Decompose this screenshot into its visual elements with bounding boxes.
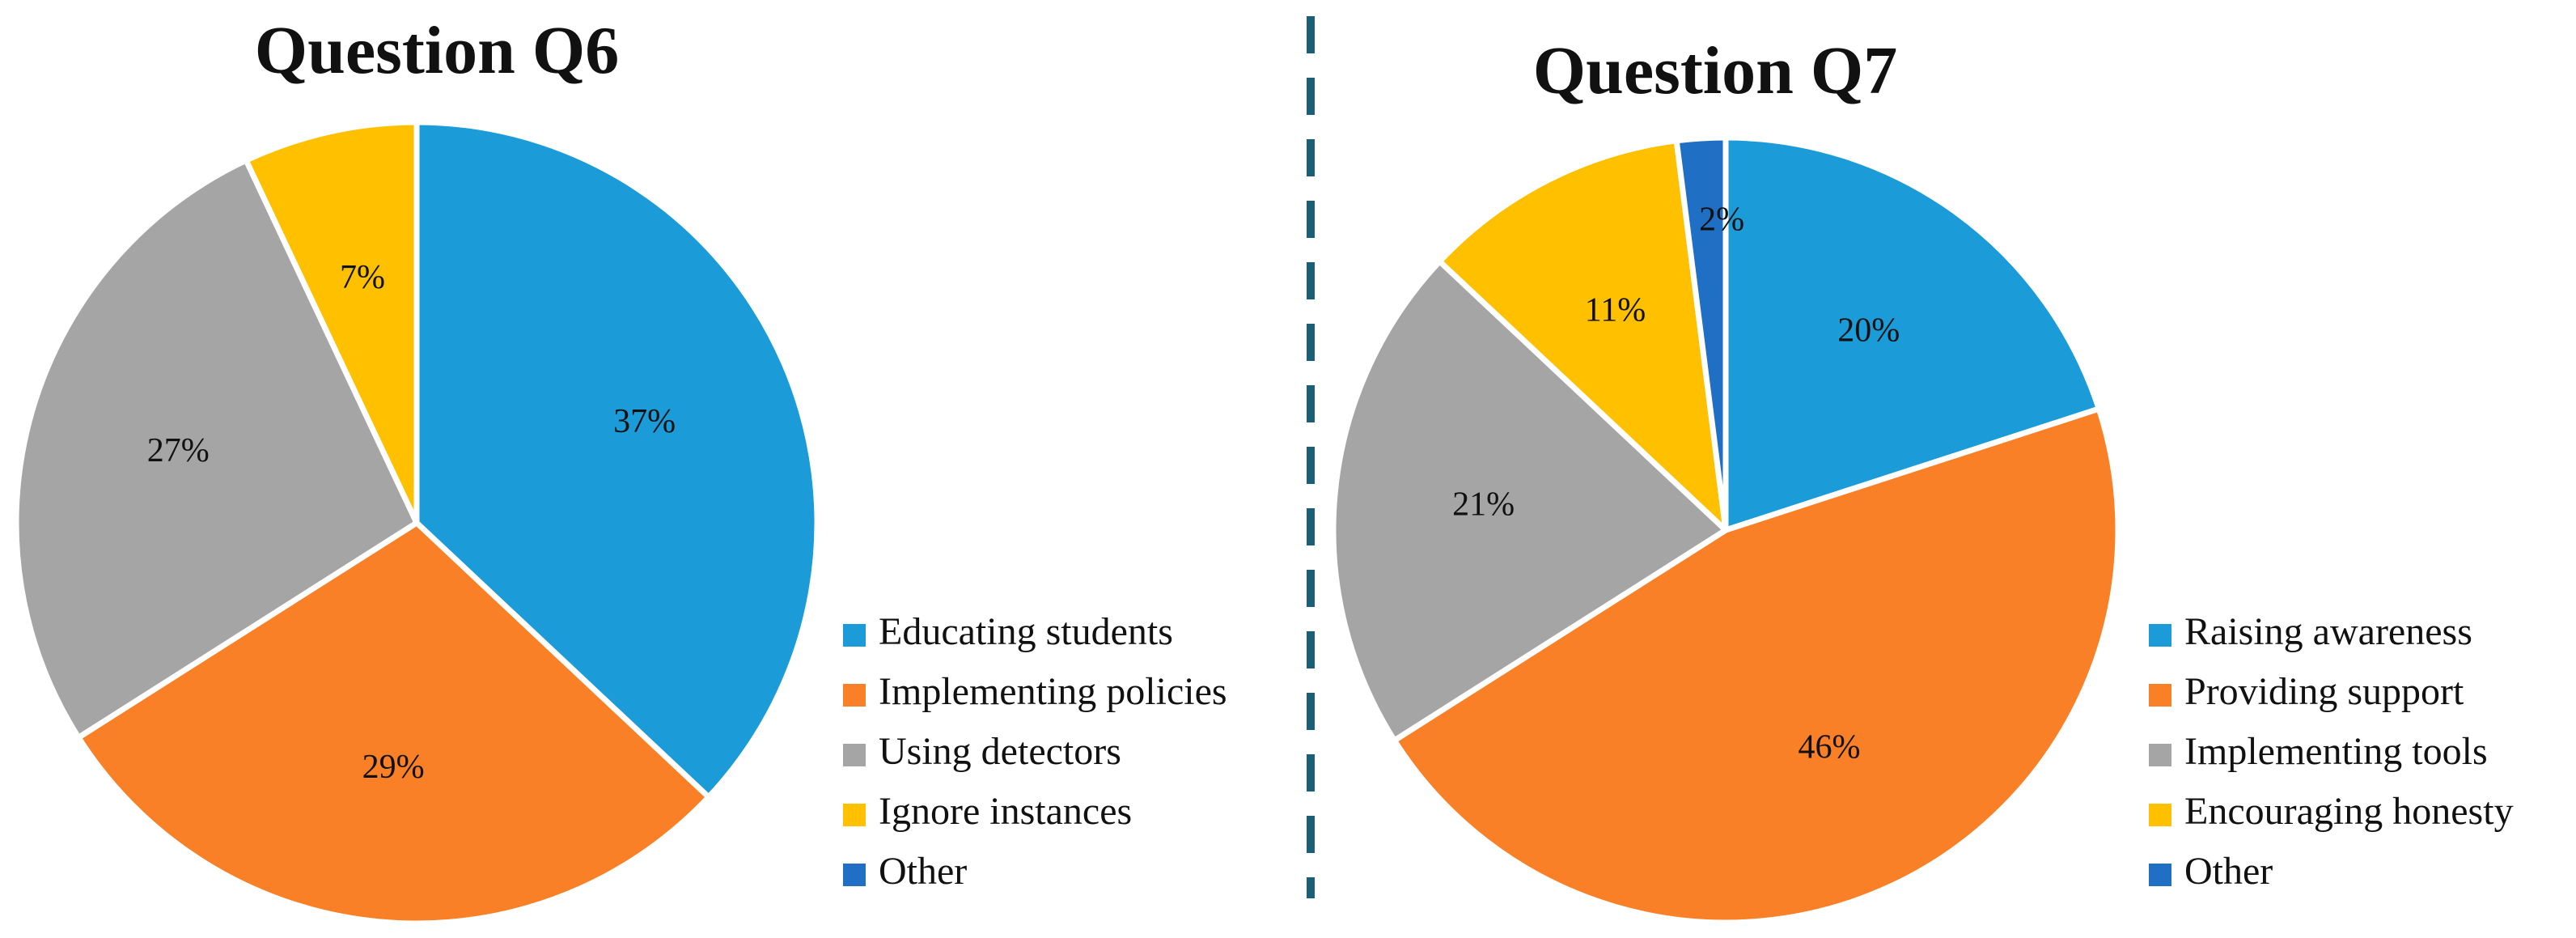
- legend-swatch-other: [843, 864, 866, 886]
- legend-label-encouraging-honesty: Encouraging honesty: [2184, 790, 2514, 833]
- legend-q6: Educating students Implementing policies U…: [843, 610, 1227, 893]
- legend-swatch-providing-support: [2149, 684, 2171, 707]
- pie-slice-implementing-policies: [75, 520, 712, 927]
- legend-label-implementing-tools: Implementing tools: [2184, 730, 2488, 773]
- pie-slice-encouraging-honesty: [1436, 138, 1729, 533]
- slice-label-implementing-tools: 21%: [1452, 486, 1515, 523]
- pie-slice-using-detectors: [13, 157, 420, 741]
- chart-q7: Question Q7 20% 46% 21% 11% 2% Raising aware…: [1330, 33, 2514, 926]
- slice-label-raising-awareness: 20%: [1837, 312, 1900, 349]
- legend-label-raising-awareness: Raising awareness: [2184, 610, 2472, 653]
- chart-title-q7: Question Q7: [1533, 33, 1897, 108]
- legend-label-ignore-instances: Ignore instances: [879, 790, 1132, 833]
- legend-swatch-encouraging-honesty: [2149, 804, 2171, 826]
- slice-label-encouraging-honesty: 11%: [1585, 292, 1646, 329]
- legend-swatch-using-detectors: [843, 744, 866, 766]
- chart-title-q6: Question Q6: [255, 13, 619, 88]
- slice-label-implementing-policies: 29%: [362, 749, 425, 786]
- pie-slices-q6: [13, 119, 820, 927]
- slice-label-providing-support: 46%: [1799, 729, 1861, 766]
- legend-swatch-other: [2149, 864, 2171, 886]
- legend-q7: Raising awareness Providing support Implem…: [2149, 610, 2514, 893]
- pie-slice-providing-support: [1392, 405, 2121, 926]
- slice-label-other: 2%: [1699, 202, 1744, 239]
- pie-slice-educating-students: [413, 119, 820, 800]
- legend-label-other: Other: [879, 850, 967, 893]
- legend-swatch-implementing-policies: [843, 684, 866, 707]
- slice-label-ignore-instances: 7%: [340, 259, 385, 296]
- legend-label-implementing-policies: Implementing policies: [879, 670, 1227, 713]
- pie-slice-ignore-instances: [243, 119, 420, 526]
- slice-labels-q7: 20% 46% 21% 11% 2%: [1452, 202, 1900, 766]
- legend-swatch-ignore-instances: [843, 804, 866, 826]
- slice-label-using-detectors: 27%: [147, 432, 210, 469]
- legend-swatch-educating-students: [843, 624, 866, 647]
- pie-slice-implementing-tools: [1330, 258, 1729, 744]
- chart-q6: Question Q6 37% 29% 27% 7% Educating studen…: [13, 13, 1227, 927]
- legend-label-other: Other: [2184, 850, 2273, 893]
- pie-slice-raising-awareness: [1722, 134, 2102, 533]
- legend-label-providing-support: Providing support: [2184, 670, 2464, 713]
- legend-label-using-detectors: Using detectors: [879, 730, 1121, 773]
- legend-swatch-raising-awareness: [2149, 624, 2171, 647]
- slice-label-educating-students: 37%: [613, 403, 676, 440]
- legend-swatch-implementing-tools: [2149, 744, 2171, 766]
- legend-label-educating-students: Educating students: [879, 610, 1173, 653]
- slice-labels-q6: 37% 29% 27% 7%: [147, 259, 676, 786]
- pie-slice-other: [1673, 134, 1729, 533]
- pie-slices-q7: [1330, 134, 2121, 926]
